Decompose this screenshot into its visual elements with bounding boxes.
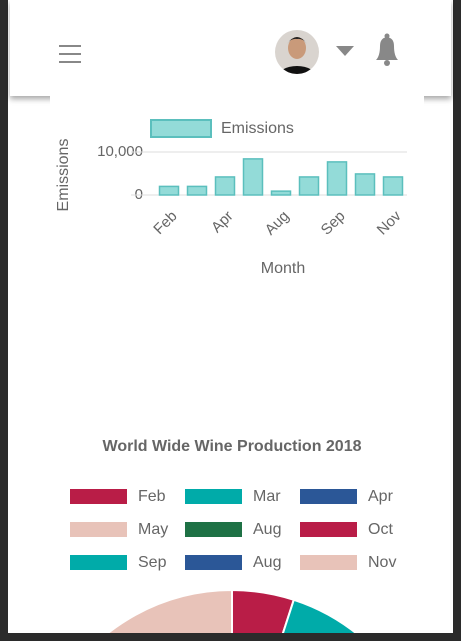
bar [326, 161, 348, 196]
legend-swatch [300, 489, 357, 504]
legend-label: Apr [368, 488, 394, 505]
legend-swatch [70, 489, 127, 504]
y-tick-label: 0 [135, 186, 143, 203]
legend-swatch [300, 522, 357, 537]
legend-label: Nov [368, 554, 396, 571]
legend-swatch [70, 555, 127, 570]
legend-swatch [150, 119, 212, 138]
legend-label: Sep [138, 554, 167, 571]
legend-swatch [185, 555, 242, 570]
legend-label: Emissions [221, 120, 294, 137]
legend-label: May [138, 521, 168, 538]
y-axis-label: Emissions [55, 139, 72, 212]
header [10, 0, 451, 96]
bar [382, 176, 404, 196]
legend-swatch [300, 555, 357, 570]
legend-label: Mar [253, 488, 281, 505]
pie-slice [97, 588, 233, 641]
legend-label: Feb [138, 488, 166, 505]
x-axis-label: Month [261, 260, 305, 277]
bar [354, 173, 376, 196]
legend-swatch [70, 522, 127, 537]
bar [270, 190, 292, 196]
y-tick-label: 10,000 [97, 143, 143, 160]
bar [158, 185, 180, 196]
legend-swatch [185, 522, 242, 537]
legend-label: Oct [368, 521, 393, 538]
content-card [50, 90, 424, 110]
bar [298, 176, 320, 196]
chart-title: World Wide Wine Production 2018 [103, 438, 362, 455]
legend-swatch [185, 489, 242, 504]
bar [242, 158, 264, 196]
legend-label: Aug [253, 554, 281, 571]
dropdown-caret[interactable] [336, 46, 354, 56]
menu-button[interactable] [59, 45, 81, 63]
bar [214, 176, 236, 196]
notification-bell[interactable] [376, 33, 398, 67]
bar [186, 185, 208, 196]
legend-label: Aug [253, 521, 281, 538]
bottom-frame [0, 633, 461, 641]
